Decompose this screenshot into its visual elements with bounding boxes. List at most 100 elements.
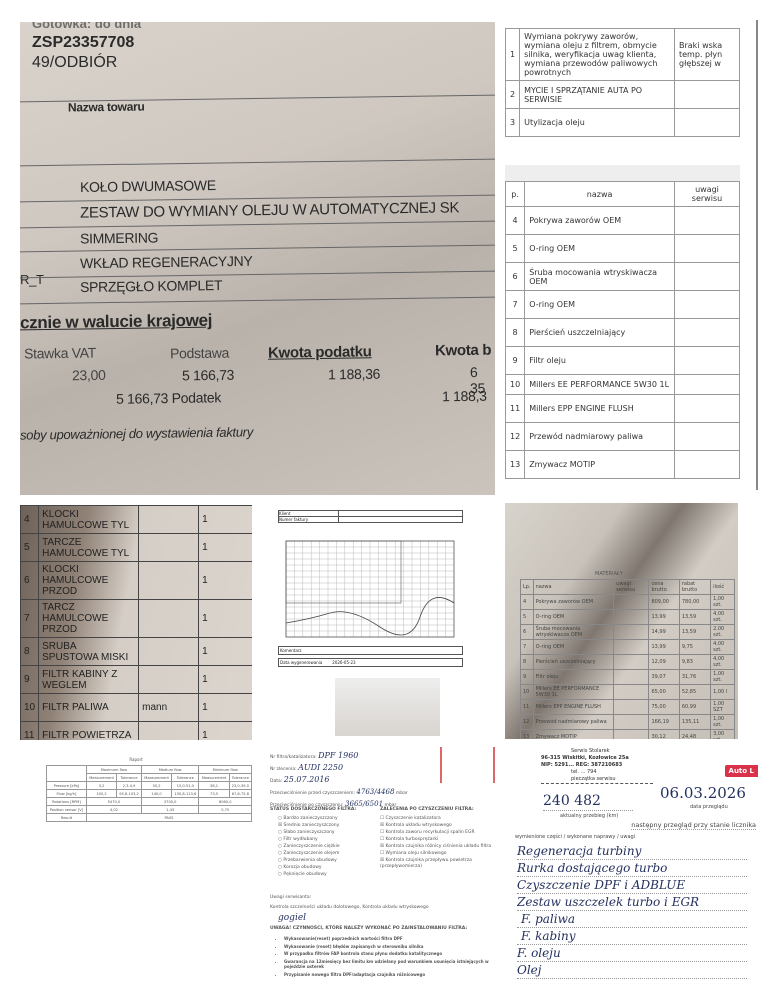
report-title: Raport [129,757,143,762]
list-row: 9 FILTR KABINY Z WEGLEM 1 [20,665,252,694]
checkbox-icon: ○ [278,851,284,856]
row-number: 11 [20,721,40,740]
row-number: 7 [20,599,40,638]
parts-price-table: Lp. nazwa uwagi serwisu cena brutto rabat br… [520,579,735,739]
part-row: 8 Pierścień uszczelniający [505,318,740,347]
report-value: 38,1 [198,781,230,790]
row-number: 9 [505,346,526,375]
status-option: ○ Pęknięcie obudowy [270,872,374,878]
work-entry: Zestaw uszczelek turbo i EGR [517,894,747,911]
list-row: 4 KLOCKI HAMULCOWE TYL 1 [20,505,252,534]
part-row: 5 O-ring OEM [505,234,740,263]
stamp-line: NIP: 5291... REG: 387210683 [541,762,623,768]
table-row: 10 Millers EE PERFORMANCE 5W30 1L 65,00 52,… [520,684,735,700]
signature: gogiel [278,913,307,923]
part-name: FILTR PALIWA [38,693,140,722]
vehicle-value: AUDI 2250 [298,763,344,772]
vehicle-label: Nr zlecenia: [270,767,297,772]
table-cell: Millers EE PERFORMANCE 5W30 1L [532,684,615,700]
table-cell: 4 [520,594,534,610]
table-cell [613,594,650,610]
parts-price-photo: MATERIAŁY Lp. nazwa uwagi serwisu cena brut… [505,503,738,739]
table-cell: Millers EPP ENGINE FLUSH [532,699,615,715]
row-number: 13 [505,450,526,479]
part-note [674,422,740,451]
row-number: 4 [20,505,40,534]
status-option: ○ Korozja obudowy [270,865,374,871]
next-service-label: następny przegląd przy stanie licznika [631,821,756,830]
option-label: Bardzo zanieczyszczony [283,816,338,821]
dpf-cleaning-form: Nr filtra/katalizatora: DPF 1960 Nr zlec… [262,745,500,999]
invoice-item: SPRZĘGŁO KOMPLET [79,277,223,295]
table-cell: 12 [520,714,534,730]
date-label: Data: [270,779,283,784]
row-number: 8 [20,637,40,666]
list-row: 10 FILTR PALIWA mann 1 [20,693,252,722]
table-cell: 166,19 [648,714,680,730]
part-note [674,262,740,291]
table-cell: 13,59 [678,624,712,640]
table-cell: 75,00 [648,699,680,715]
report-value: 35,2 [140,781,173,790]
part-name: Millers EPP ENGINE FLUSH [524,394,675,423]
report-value: 5470,0 [85,797,142,806]
quantity: 1 [198,693,252,722]
part-note [674,394,740,423]
part-name: TARCZ HAMULCOWE PRZOD [38,599,140,638]
signature-label: soby upoważnionej do wystawienia faktury [20,424,254,443]
list-row: 5 TARCZE HAMULCOWE TYL 1 [20,533,252,562]
base-header: Podstawa [169,344,230,362]
part-name: Pierścień uszczelniający [524,318,675,347]
table-cell: 8 [520,654,534,670]
option-label: Korozja obudowy [283,865,322,870]
before-value: 4763/4468 [356,788,395,796]
table-cell: 13,99 [648,609,680,625]
option-label: Przebarwienia obudowy [283,858,337,863]
service-book-entry: Serwis Stolarek 96-315 Wiskitki, Kozłowi… [505,745,758,999]
service-stamp: Serwis Stolarek 96-315 Wiskitki, Kozłowi… [541,748,653,784]
vat-rate-value: 23,00 [71,366,106,384]
filter-value: DPF 1960 [318,751,359,760]
brand [138,721,200,740]
warning-item: Przypisanie nowego filtra DPF/adaptacja … [284,972,495,978]
checkbox-icon: ☒ [278,823,284,828]
list-row: 11 FILTR POWIETRZA 1 [20,721,252,740]
table-row: 7 O-ring OEM 13,99 9,75 4,00 szt. [520,639,735,655]
checkbox-icon: ☐ [380,816,386,821]
side-code: R_T [20,271,44,288]
tax-amount-header: Kwota podatku [267,343,372,362]
service-row: 3 Utylizacja oleju [505,108,740,137]
row-number: 1 [505,28,521,81]
report-value: PASS [85,813,252,822]
date-value: 25.07.2016 [283,775,330,784]
table-cell: 9,75 [678,639,712,655]
service-date: 06.03.2026 [660,784,746,802]
invoice-item: KOŁO DWUMASOWE [79,177,216,195]
table-cell: 24,48 [678,729,712,739]
brand [138,637,200,666]
part-name: FILTR KABINY Z WEGLEM [38,665,140,694]
part-name: Zmywacz MOTIP [524,450,675,479]
row-number: 9 [20,665,40,694]
subheader: Tolerance [171,773,200,782]
brand [138,599,200,638]
column-header: rabat brutto [678,579,712,595]
report-value: 95,8-103,2 [116,789,142,798]
stamp-line: pieczątka serwisu [571,776,616,782]
row-label: Flow [kg/h] [46,789,87,798]
base-value: 5 166,73 [181,366,235,384]
table-cell: Zmywacz MOTIP [532,729,615,739]
subheader: Measurement [85,773,118,782]
checkbox-icon: ○ [278,837,284,842]
part-name: Filtr oleju [524,346,675,375]
option-label: Zanieczyszczenie olejem [283,851,340,856]
quantity: 1 [198,721,252,740]
table-cell: 9 [520,669,534,685]
row-number: 10 [505,374,526,395]
report-row: Position sensor [V] 4,02 1,43 0,75 [46,805,252,814]
before-label: Przeciwciśnienie przed czyszczeniem: [270,791,355,796]
part-note [674,346,740,375]
checkbox-icon: ○ [278,830,284,835]
checkbox-icon: ☐ [380,830,386,835]
option-label: Średnio zanieczyszczony [283,823,340,828]
